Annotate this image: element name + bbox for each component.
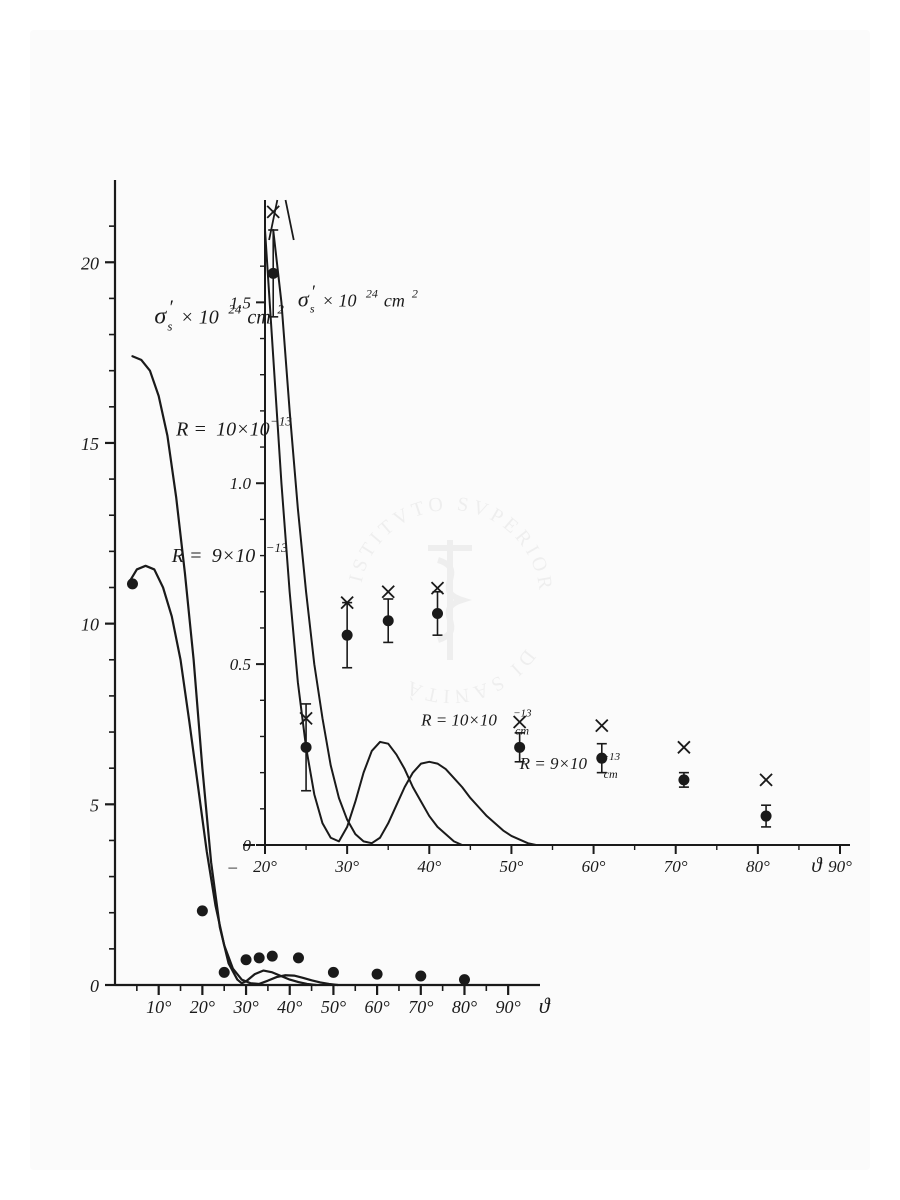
- main-xtick: 40°: [277, 997, 302, 1017]
- svg-text:0: 0: [90, 976, 99, 996]
- inset-xtick: 20°: [253, 857, 277, 876]
- main-data-point: [197, 905, 208, 916]
- svg-text:cm: cm: [604, 767, 618, 781]
- inset-xtick: 70°: [664, 857, 688, 876]
- inset-ytick: 1.0: [230, 474, 252, 493]
- figure-svg: 5101520010°20°30°40°50°60°70°80°90°ϑσ′s×…: [30, 30, 870, 1170]
- main-data-point: [293, 952, 304, 963]
- svg-text:R =: R =: [171, 545, 203, 567]
- svg-text:R = 10×10: R = 10×10: [420, 711, 497, 730]
- main-curve-label: R = 9×10 −13: [171, 540, 288, 567]
- inset-y-label: σ′s × 10 24 cm 2: [298, 281, 418, 315]
- main-data-point: [328, 967, 339, 978]
- main-data-point: [267, 951, 278, 962]
- main-data-point: [372, 969, 383, 980]
- main-x-label: ϑ: [539, 993, 551, 1018]
- main-data-point: [254, 952, 265, 963]
- svg-text:10×10: 10×10: [216, 419, 270, 441]
- main-xtick: 20°: [190, 997, 215, 1017]
- main-ytick: 10: [81, 615, 99, 635]
- inset-data-dot: [342, 630, 353, 641]
- inset-data-dot: [596, 753, 607, 764]
- svg-text:cm: cm: [384, 290, 405, 310]
- inset-data-dot: [268, 268, 279, 279]
- main-ytick: 15: [81, 434, 99, 454]
- main-ytick: 20: [81, 253, 99, 273]
- main-data-point: [415, 970, 426, 981]
- svg-text:–: –: [228, 857, 238, 876]
- inset-data-dot: [761, 811, 772, 822]
- inset-data-dot: [301, 742, 312, 753]
- inset-data-dot: [432, 608, 443, 619]
- main-data-point: [127, 578, 138, 589]
- inset-data-dot: [383, 615, 394, 626]
- main-xtick: 10°: [146, 997, 171, 1017]
- svg-text:−13: −13: [266, 540, 288, 555]
- svg-text:24: 24: [366, 286, 378, 300]
- main-curve-R=10x10^-13: [132, 356, 315, 985]
- main-data-point: [459, 974, 470, 985]
- main-xtick: 80°: [452, 997, 477, 1017]
- svg-text:′: ′: [168, 297, 173, 319]
- main-xtick: 60°: [365, 997, 390, 1017]
- main-xtick: 70°: [408, 997, 433, 1017]
- inset-xtick: 90°: [828, 857, 852, 876]
- main-ytick: 5: [90, 795, 99, 815]
- inset-xtick: 40°: [417, 857, 441, 876]
- main-data-point: [241, 954, 252, 965]
- inset-ytick: 0.5: [230, 655, 251, 674]
- paper-page: ISTITVTO SVPERIORE DI SANITÀ 5101520010°…: [30, 30, 870, 1170]
- main-xtick: 50°: [321, 997, 346, 1017]
- svg-text:9×10: 9×10: [212, 545, 256, 567]
- svg-text:2: 2: [412, 286, 418, 300]
- main-curve-label: R = 10×10−13: [175, 414, 292, 441]
- main-data-point: [219, 967, 230, 978]
- svg-text:s: s: [310, 301, 315, 315]
- inset-data-dot: [678, 774, 689, 785]
- inset-data-dot: [514, 742, 525, 753]
- svg-text:× 10: × 10: [180, 307, 219, 329]
- svg-text:R = 9×10: R = 9×10: [519, 754, 588, 773]
- inset-curve-R=9x10^-13 cm: [273, 230, 536, 845]
- svg-text:s: s: [167, 319, 172, 334]
- main-xtick: 30°: [232, 997, 258, 1017]
- inset-x-label: ϑ: [811, 853, 823, 877]
- inset-ytick: 1.5: [230, 293, 251, 312]
- main-xtick: 90°: [496, 997, 521, 1017]
- svg-text:× 10: × 10: [322, 290, 357, 310]
- svg-text:′: ′: [311, 281, 316, 301]
- inset-chart: 00.51.01.520°30°40°50°60°70°80°90°–ϑσ′s×…: [228, 200, 853, 877]
- inset-curve-R=10x10^-13 cm: [265, 230, 462, 845]
- svg-text:σ: σ: [154, 304, 167, 330]
- inset-xtick: 60°: [582, 857, 606, 876]
- inset-xtick: 30°: [334, 857, 359, 876]
- svg-text:R =: R =: [175, 419, 207, 441]
- inset-xtick: 80°: [746, 857, 770, 876]
- svg-text:σ: σ: [298, 286, 310, 311]
- inset-xtick: 50°: [500, 857, 524, 876]
